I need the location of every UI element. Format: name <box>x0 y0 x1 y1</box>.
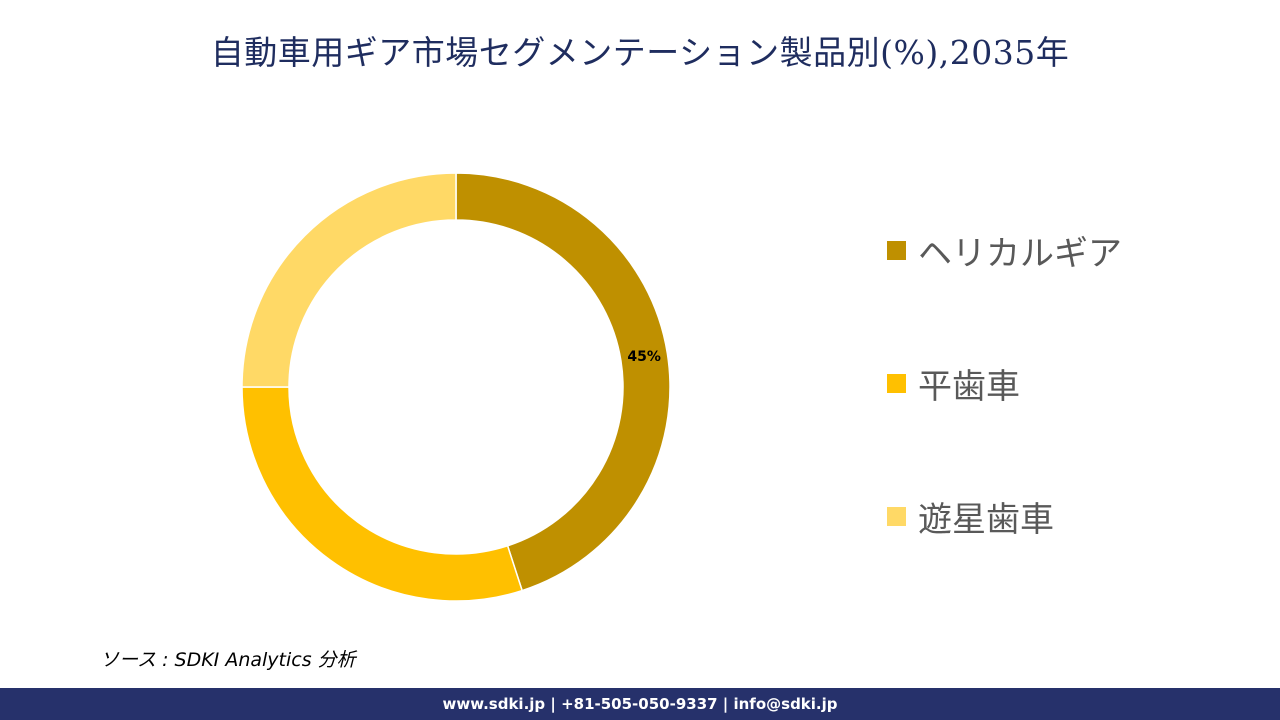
donut-chart: 45% <box>241 172 671 602</box>
legend-label-2: 平歯車 <box>918 366 1020 407</box>
footer-contact: www.sdki.jp | +81-505-050-9337 | info@sd… <box>442 695 838 713</box>
chart-title: 自動車用ギア市場セグメンテーション製品別(%),2035年 <box>210 33 1070 72</box>
legend-swatch-1 <box>887 240 906 260</box>
slice-value-label-1: 45% <box>627 349 661 365</box>
legend-label-3: 遊星歯車 <box>918 499 1054 540</box>
legend-item-1: ヘリカルギア <box>887 225 1122 275</box>
donut-slice-3 <box>241 172 457 388</box>
legend-swatch-2 <box>887 373 906 393</box>
legend-swatch-3 <box>887 506 906 526</box>
footer-bar: www.sdki.jp | +81-505-050-9337 | info@sd… <box>0 688 1280 720</box>
donut-slice-1 <box>455 172 671 592</box>
legend-item-3: 遊星歯車 <box>887 491 1054 541</box>
legend-label-1: ヘリカルギア <box>918 233 1122 274</box>
source-note: ソース : SDKI Analytics 分析 <box>100 649 356 671</box>
donut-slice-2 <box>241 386 524 602</box>
legend-item-2: 平歯車 <box>887 358 1020 408</box>
